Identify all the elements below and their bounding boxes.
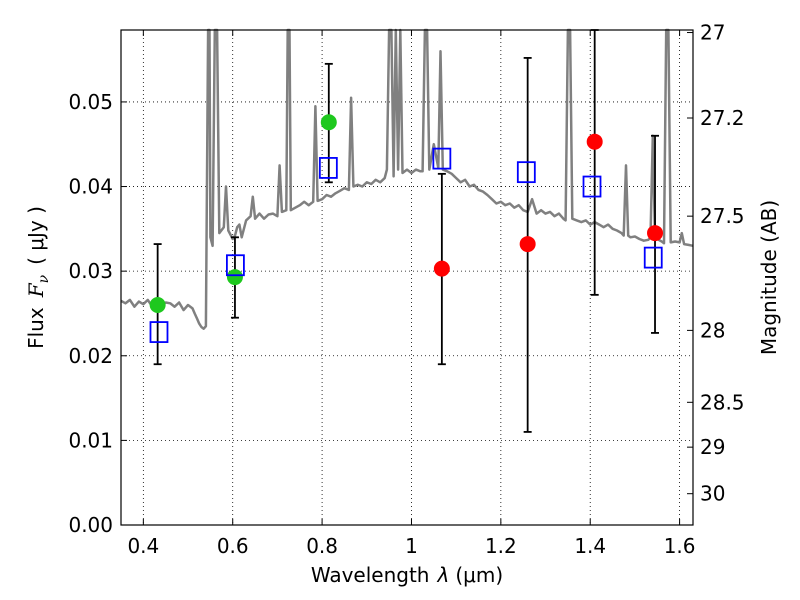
model-point-square	[318, 157, 338, 179]
model-point-square	[516, 161, 536, 184]
y2-tick-label: 28.5	[700, 390, 745, 414]
model-point-square	[582, 175, 602, 198]
grid-lines	[121, 30, 693, 525]
y-tick-label: 0.03	[68, 259, 113, 283]
x-label-name: Wavelength	[311, 563, 430, 587]
x-tick-label: 1	[405, 534, 418, 558]
data-point-circle	[320, 114, 337, 131]
model-point-square	[432, 147, 452, 170]
y-tick-label: 0.04	[68, 175, 113, 199]
y2-axis-label: Magnitude (AB)	[757, 200, 781, 355]
y2-tick-label: 27.2	[700, 106, 745, 130]
y-tick-label: 0.05	[68, 90, 113, 114]
x-tick-label: 0.6	[217, 534, 249, 558]
x-tick-label: 1.4	[574, 534, 606, 558]
y2-tick-label: 29	[700, 435, 725, 459]
model-point-square	[149, 321, 169, 343]
y2-tick-label: 27	[700, 21, 725, 45]
data-point-circle	[226, 269, 243, 286]
data-point-circle	[586, 133, 603, 150]
y2-tick-label: 28	[700, 318, 725, 342]
x-tick-label: 0.4	[127, 534, 159, 558]
plot-frame	[120, 29, 694, 526]
data-point-circle	[149, 297, 166, 313]
axis-ticks: 0.4 0.6 0.8 1 1.2 1.4 1.6 0.00 0.01 0.02 0.03 0.04 0…	[68, 21, 744, 558]
data-markers	[149, 114, 664, 343]
y-label-name: Flux	[24, 307, 48, 349]
y-axis-label: Flux Fν ( μJy )	[24, 206, 52, 349]
y-tick-label: 0.02	[68, 344, 113, 368]
y-label-symbol: F	[24, 282, 48, 298]
x-label-symbol: λ	[437, 563, 450, 587]
y2-tick-label: 27.5	[700, 204, 745, 228]
data-point-circle	[647, 225, 664, 242]
x-tick-label: 1.2	[485, 534, 517, 558]
y-tick-label: 0.00	[68, 513, 113, 537]
y2-tick-label: 30	[700, 482, 725, 506]
y-label-subscript: ν	[36, 274, 52, 283]
y-tick-label: 0.01	[68, 428, 113, 452]
model-point-square	[643, 246, 663, 269]
spectrum-line	[120, 28, 694, 330]
y-label-unit: ( μJy )	[24, 206, 48, 265]
spectrum-line-group	[120, 28, 694, 330]
x-tick-label: 0.8	[306, 534, 338, 558]
model-point-square	[225, 254, 245, 277]
data-point-circle	[519, 236, 536, 253]
data-point-circle	[433, 260, 450, 277]
x-tick-label: 1.6	[664, 534, 696, 558]
x-label-unit: (μm)	[455, 563, 503, 587]
x-axis-label: Wavelength λ (μm)	[311, 563, 503, 587]
